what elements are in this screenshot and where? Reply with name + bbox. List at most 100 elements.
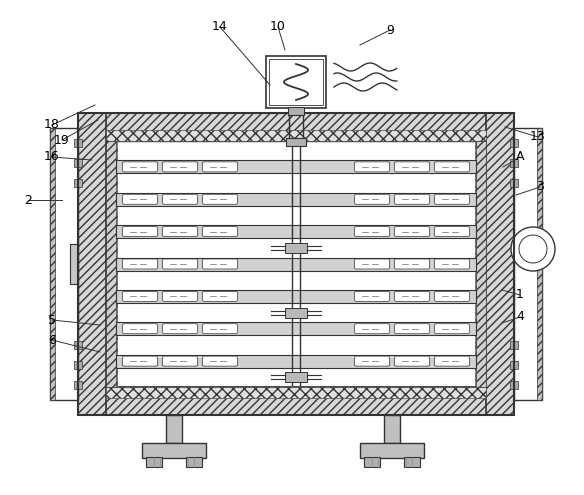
Bar bbox=[510, 139, 518, 147]
Bar bbox=[106, 141, 116, 387]
Bar bbox=[537, 128, 542, 400]
Bar bbox=[510, 179, 518, 187]
Bar bbox=[78, 113, 106, 415]
Text: 4: 4 bbox=[516, 310, 524, 324]
FancyBboxPatch shape bbox=[162, 292, 197, 301]
FancyBboxPatch shape bbox=[395, 227, 429, 237]
Bar bbox=[106, 387, 486, 398]
Bar bbox=[116, 193, 476, 206]
FancyBboxPatch shape bbox=[395, 162, 429, 172]
Bar bbox=[106, 130, 486, 141]
Bar bbox=[74, 179, 82, 187]
Bar bbox=[74, 361, 82, 369]
FancyBboxPatch shape bbox=[434, 356, 470, 366]
Bar bbox=[74, 159, 82, 167]
Bar bbox=[486, 113, 514, 415]
FancyBboxPatch shape bbox=[203, 324, 238, 334]
Bar bbox=[106, 141, 117, 387]
Text: 13: 13 bbox=[530, 131, 546, 144]
Text: 19: 19 bbox=[54, 134, 70, 147]
FancyBboxPatch shape bbox=[434, 259, 470, 269]
Bar bbox=[74, 381, 82, 389]
Bar bbox=[285, 372, 307, 382]
FancyBboxPatch shape bbox=[434, 324, 470, 334]
Bar bbox=[74, 341, 82, 349]
FancyBboxPatch shape bbox=[434, 194, 470, 204]
FancyBboxPatch shape bbox=[395, 324, 429, 334]
Text: A: A bbox=[516, 150, 524, 163]
FancyBboxPatch shape bbox=[434, 162, 470, 172]
Text: 9: 9 bbox=[386, 23, 394, 37]
FancyBboxPatch shape bbox=[203, 292, 238, 301]
Bar bbox=[78, 387, 514, 415]
Text: 18: 18 bbox=[44, 118, 60, 132]
FancyBboxPatch shape bbox=[203, 194, 238, 204]
FancyBboxPatch shape bbox=[123, 324, 158, 334]
Bar bbox=[475, 141, 486, 387]
FancyBboxPatch shape bbox=[162, 259, 197, 269]
Bar bbox=[510, 361, 518, 369]
Bar bbox=[404, 457, 420, 467]
Bar bbox=[285, 243, 307, 253]
FancyBboxPatch shape bbox=[203, 356, 238, 366]
FancyBboxPatch shape bbox=[434, 227, 470, 237]
FancyBboxPatch shape bbox=[203, 259, 238, 269]
FancyBboxPatch shape bbox=[354, 259, 390, 269]
Bar bbox=[510, 341, 518, 349]
Bar bbox=[70, 244, 78, 284]
Bar bbox=[285, 307, 307, 318]
Text: 5: 5 bbox=[48, 313, 56, 327]
FancyBboxPatch shape bbox=[162, 324, 197, 334]
Bar bbox=[116, 354, 476, 368]
Bar bbox=[364, 457, 380, 467]
FancyBboxPatch shape bbox=[162, 356, 197, 366]
Bar bbox=[50, 128, 55, 400]
Text: 6: 6 bbox=[48, 334, 56, 346]
FancyBboxPatch shape bbox=[395, 194, 429, 204]
Bar bbox=[78, 113, 514, 141]
Text: 16: 16 bbox=[44, 150, 60, 163]
Bar bbox=[116, 257, 476, 270]
Bar bbox=[116, 160, 476, 173]
Bar bbox=[142, 443, 206, 458]
FancyBboxPatch shape bbox=[162, 194, 197, 204]
Bar bbox=[116, 322, 476, 335]
Bar bbox=[116, 225, 476, 238]
FancyBboxPatch shape bbox=[123, 194, 158, 204]
Bar bbox=[146, 457, 162, 467]
Bar bbox=[476, 141, 486, 387]
Text: 14: 14 bbox=[212, 20, 228, 34]
Bar bbox=[286, 138, 306, 146]
FancyBboxPatch shape bbox=[123, 227, 158, 237]
Bar bbox=[106, 141, 486, 387]
Text: 10: 10 bbox=[270, 20, 286, 34]
Bar bbox=[514, 128, 542, 400]
FancyBboxPatch shape bbox=[123, 162, 158, 172]
FancyBboxPatch shape bbox=[395, 259, 429, 269]
FancyBboxPatch shape bbox=[354, 162, 390, 172]
FancyBboxPatch shape bbox=[203, 162, 238, 172]
FancyBboxPatch shape bbox=[395, 292, 429, 301]
Bar bbox=[510, 159, 518, 167]
FancyBboxPatch shape bbox=[434, 292, 470, 301]
Bar bbox=[288, 107, 304, 115]
Bar bbox=[269, 59, 323, 105]
Circle shape bbox=[511, 227, 555, 271]
Bar bbox=[74, 139, 82, 147]
FancyBboxPatch shape bbox=[162, 227, 197, 237]
FancyBboxPatch shape bbox=[354, 227, 390, 237]
FancyBboxPatch shape bbox=[395, 356, 429, 366]
FancyBboxPatch shape bbox=[354, 356, 390, 366]
FancyBboxPatch shape bbox=[203, 227, 238, 237]
FancyBboxPatch shape bbox=[123, 292, 158, 301]
Bar bbox=[116, 290, 476, 303]
FancyBboxPatch shape bbox=[162, 162, 197, 172]
Bar bbox=[266, 56, 326, 108]
FancyBboxPatch shape bbox=[354, 324, 390, 334]
Bar bbox=[384, 415, 400, 443]
Text: 1: 1 bbox=[516, 289, 524, 301]
Bar bbox=[166, 415, 182, 443]
Bar bbox=[360, 443, 424, 458]
Bar bbox=[50, 128, 78, 400]
FancyBboxPatch shape bbox=[354, 194, 390, 204]
